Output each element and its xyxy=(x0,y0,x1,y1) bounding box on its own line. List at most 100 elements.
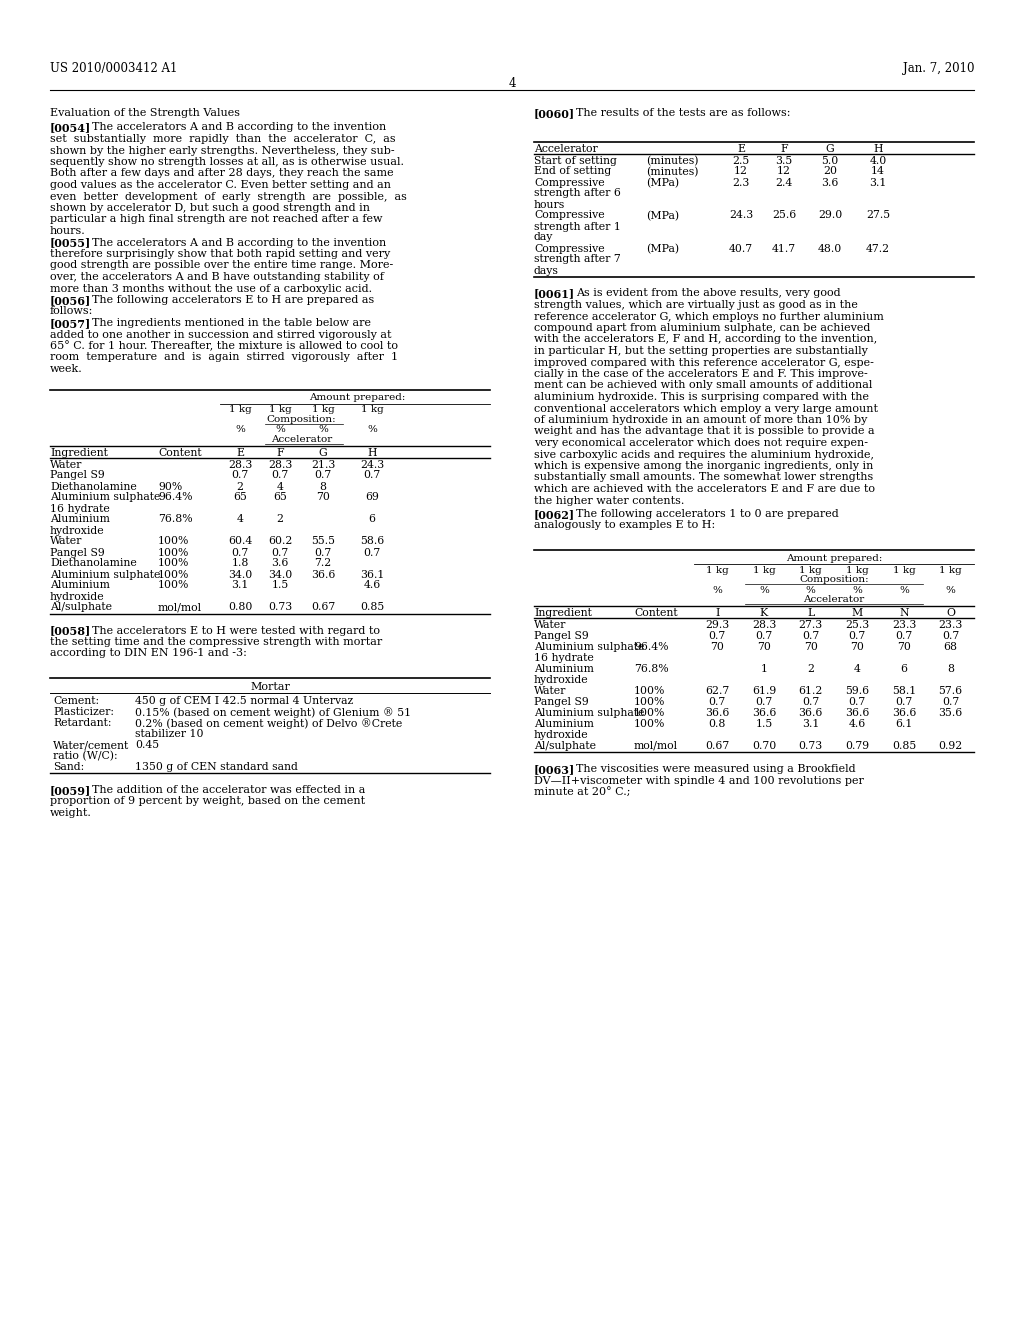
Text: 60.4: 60.4 xyxy=(228,536,252,546)
Text: 20: 20 xyxy=(823,166,837,177)
Text: 27.3: 27.3 xyxy=(799,620,823,630)
Text: Al/sulphate: Al/sulphate xyxy=(534,741,596,751)
Text: 1 kg: 1 kg xyxy=(268,405,292,414)
Text: 41.7: 41.7 xyxy=(772,243,796,253)
Text: 6: 6 xyxy=(900,664,907,675)
Text: Pangel S9: Pangel S9 xyxy=(50,470,104,480)
Text: 12: 12 xyxy=(777,166,791,177)
Text: 28.3: 28.3 xyxy=(227,459,252,470)
Text: particular a high final strength are not reached after a few: particular a high final strength are not… xyxy=(50,214,383,224)
Text: 100%: 100% xyxy=(634,697,666,708)
Text: substantially small amounts. The somewhat lower strengths: substantially small amounts. The somewha… xyxy=(534,473,873,483)
Text: 24.3: 24.3 xyxy=(729,210,753,220)
Text: 59.6: 59.6 xyxy=(845,686,869,696)
Text: 48.0: 48.0 xyxy=(818,243,842,253)
Text: very economical accelerator which does not require expen-: very economical accelerator which does n… xyxy=(534,438,868,447)
Text: of aluminium hydroxide in an amount of more than 10% by: of aluminium hydroxide in an amount of m… xyxy=(534,414,867,425)
Text: 0.92: 0.92 xyxy=(939,741,963,751)
Text: sive carboxylic acids and requires the aluminium hydroxide,: sive carboxylic acids and requires the a… xyxy=(534,450,874,459)
Text: shown by the higher early strengths. Nevertheless, they sub-: shown by the higher early strengths. Nev… xyxy=(50,145,394,156)
Text: H: H xyxy=(368,447,377,458)
Text: Water: Water xyxy=(50,459,82,470)
Text: 12: 12 xyxy=(734,166,748,177)
Text: (minutes): (minutes) xyxy=(646,156,698,166)
Text: good values as the accelerator C. Even better setting and an: good values as the accelerator C. Even b… xyxy=(50,180,391,190)
Text: US 2010/0003412 A1: US 2010/0003412 A1 xyxy=(50,62,177,75)
Text: hours: hours xyxy=(534,199,565,210)
Text: sequently show no strength losses at all, as is otherwise usual.: sequently show no strength losses at all… xyxy=(50,157,404,168)
Text: [0059]: [0059] xyxy=(50,785,91,796)
Text: 76.8%: 76.8% xyxy=(158,515,193,524)
Text: 0.7: 0.7 xyxy=(895,697,912,708)
Text: 4.6: 4.6 xyxy=(364,581,381,590)
Text: 0.7: 0.7 xyxy=(802,697,819,708)
Text: %: % xyxy=(852,586,862,595)
Text: [0058]: [0058] xyxy=(50,626,91,636)
Text: 3.1: 3.1 xyxy=(231,581,249,590)
Text: End of setting: End of setting xyxy=(534,166,611,177)
Text: Retardant:: Retardant: xyxy=(53,718,112,729)
Text: 65° C. for 1 hour. Thereafter, the mixture is allowed to cool to: 65° C. for 1 hour. Thereafter, the mixtu… xyxy=(50,341,398,351)
Text: 4: 4 xyxy=(237,515,244,524)
Text: strength after 6: strength after 6 xyxy=(534,189,621,198)
Text: The viscosities were measured using a Brookfield: The viscosities were measured using a Br… xyxy=(575,764,856,774)
Text: 0.7: 0.7 xyxy=(709,631,726,642)
Text: 2: 2 xyxy=(237,482,244,491)
Text: 0.67: 0.67 xyxy=(311,602,335,612)
Text: Diethanolamine: Diethanolamine xyxy=(50,482,137,491)
Text: 100%: 100% xyxy=(158,536,189,546)
Text: Pangel S9: Pangel S9 xyxy=(534,697,589,708)
Text: stabilizer 10: stabilizer 10 xyxy=(135,729,204,739)
Text: 0.45: 0.45 xyxy=(135,741,159,750)
Text: N: N xyxy=(899,609,908,618)
Text: 25.3: 25.3 xyxy=(845,620,869,630)
Text: 1.8: 1.8 xyxy=(231,558,249,569)
Text: 0.79: 0.79 xyxy=(845,741,869,751)
Text: 2.5: 2.5 xyxy=(732,156,750,165)
Text: %: % xyxy=(899,586,909,595)
Text: [0055]: [0055] xyxy=(50,238,91,248)
Text: 0.7: 0.7 xyxy=(709,697,726,708)
Text: the higher water contents.: the higher water contents. xyxy=(534,495,684,506)
Text: reference accelerator G, which employs no further aluminium: reference accelerator G, which employs n… xyxy=(534,312,884,322)
Text: 1 kg: 1 kg xyxy=(893,566,915,576)
Text: 8: 8 xyxy=(947,664,954,675)
Text: Plasticizer:: Plasticizer: xyxy=(53,708,114,717)
Text: [0056]: [0056] xyxy=(50,294,91,306)
Text: 0.7: 0.7 xyxy=(314,548,332,557)
Text: [0057]: [0057] xyxy=(50,318,91,329)
Text: hydroxide: hydroxide xyxy=(534,675,589,685)
Text: 1: 1 xyxy=(761,664,768,675)
Text: 4: 4 xyxy=(508,77,516,90)
Text: 25.6: 25.6 xyxy=(772,210,796,220)
Text: [0061]: [0061] xyxy=(534,289,575,300)
Text: 3.5: 3.5 xyxy=(775,156,793,165)
Text: 70: 70 xyxy=(804,642,817,652)
Text: 36.6: 36.6 xyxy=(752,708,776,718)
Text: 70: 70 xyxy=(850,642,864,652)
Text: G: G xyxy=(825,144,835,153)
Text: 90%: 90% xyxy=(158,482,182,491)
Text: 61.9: 61.9 xyxy=(752,686,776,696)
Text: 450 g of CEM I 42.5 normal 4 Untervaz: 450 g of CEM I 42.5 normal 4 Untervaz xyxy=(135,696,353,706)
Text: 4: 4 xyxy=(276,482,284,491)
Text: 36.6: 36.6 xyxy=(799,708,823,718)
Text: Accelerator: Accelerator xyxy=(271,434,332,444)
Text: 0.8: 0.8 xyxy=(709,719,726,729)
Text: aluminium hydroxide. This is surprising compared with the: aluminium hydroxide. This is surprising … xyxy=(534,392,869,403)
Text: 0.2% (based on cement weight) of Delvo ®Crete: 0.2% (based on cement weight) of Delvo ®… xyxy=(135,718,402,729)
Text: 0.7: 0.7 xyxy=(849,631,866,642)
Text: 4: 4 xyxy=(854,664,861,675)
Text: F: F xyxy=(276,447,284,458)
Text: The accelerators A and B according to the invention: The accelerators A and B according to th… xyxy=(92,123,386,132)
Text: Compressive: Compressive xyxy=(534,243,604,253)
Text: 62.7: 62.7 xyxy=(706,686,729,696)
Text: Evaluation of the Strength Values: Evaluation of the Strength Values xyxy=(50,108,240,117)
Text: Start of setting: Start of setting xyxy=(534,156,616,165)
Text: 28.3: 28.3 xyxy=(752,620,776,630)
Text: 0.7: 0.7 xyxy=(314,470,332,480)
Text: 24.3: 24.3 xyxy=(359,459,384,470)
Text: strength after 7: strength after 7 xyxy=(534,255,621,264)
Text: 7.2: 7.2 xyxy=(314,558,332,569)
Text: 3.1: 3.1 xyxy=(802,719,819,729)
